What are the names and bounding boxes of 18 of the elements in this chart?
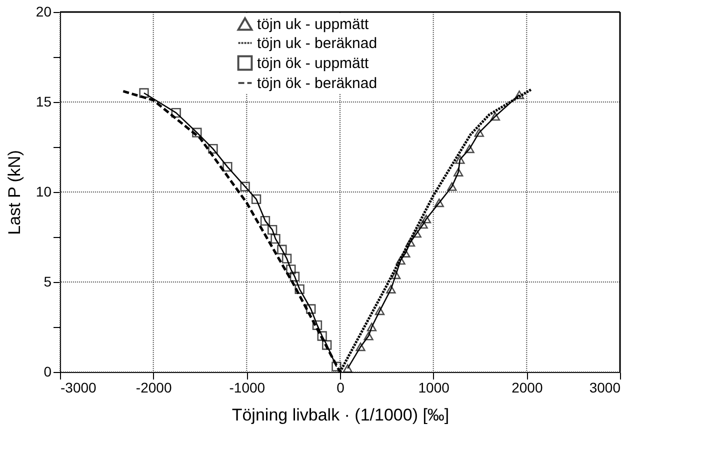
legend-label: töjn uk - beräknad [257, 35, 378, 52]
y-tick-label: 15 [36, 94, 52, 110]
legend-label: töjn ök - beräknad [257, 75, 378, 92]
y-tick-label: 10 [36, 184, 52, 200]
x-tick-label: 2000 [512, 380, 543, 396]
x-tick-label: -1000 [229, 380, 266, 396]
x-axis-title: Töjning livbalk · (1/1000) [‰] [232, 406, 450, 424]
y-tick-label: 0 [44, 364, 52, 380]
x-tick-label: -2000 [136, 380, 172, 396]
x-tick-label: 3000 [589, 380, 621, 396]
y-tick-label: 5 [44, 274, 52, 290]
x-tick-label: 0 [336, 380, 345, 396]
legend-label: töjn ök - uppmätt [257, 55, 370, 72]
y-tick-label: 20 [36, 4, 52, 20]
x-tick-label: 1000 [418, 380, 450, 396]
legend-label: töjn uk - uppmätt [257, 16, 370, 33]
x-tick-label: -3000 [60, 380, 97, 396]
y-axis-title: Last P (kN) [4, 150, 24, 235]
